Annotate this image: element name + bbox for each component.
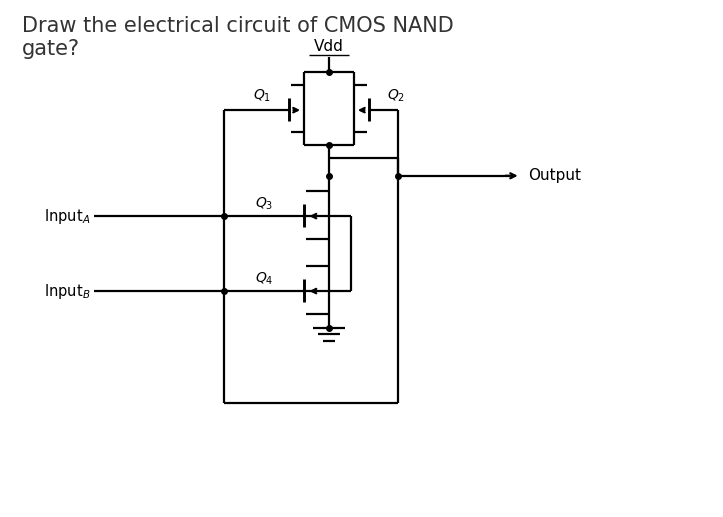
Text: Output: Output [528, 168, 581, 184]
Text: $Q_3$: $Q_3$ [255, 196, 273, 212]
Text: $Q_4$: $Q_4$ [254, 271, 273, 287]
Text: Input$_B$: Input$_B$ [44, 282, 90, 300]
Text: Draw the electrical circuit of CMOS NAND
gate?: Draw the electrical circuit of CMOS NAND… [22, 16, 453, 59]
Text: Vdd: Vdd [314, 39, 344, 54]
Text: Input$_A$: Input$_A$ [44, 207, 90, 225]
Text: $Q_1$: $Q_1$ [253, 87, 271, 104]
Text: $Q_2$: $Q_2$ [387, 87, 405, 104]
